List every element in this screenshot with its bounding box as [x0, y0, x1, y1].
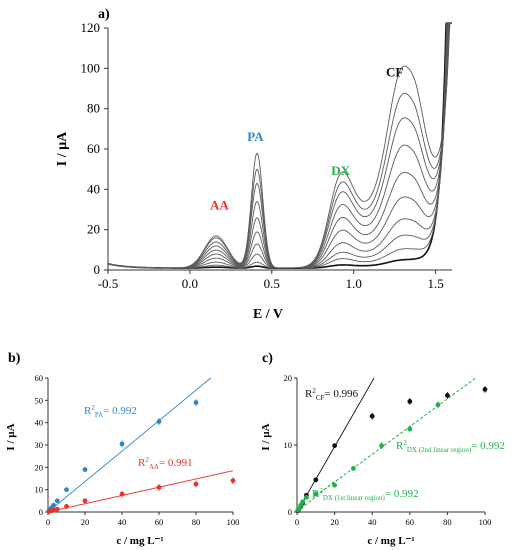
chart-b-point-pa: [64, 487, 69, 493]
chart-b-fit-pa: [47, 377, 212, 513]
chart-c-xtick-label: 0: [295, 517, 299, 527]
annotation-CF: CF: [386, 64, 403, 79]
chart-a-ytick-label: 80: [87, 101, 100, 116]
chart-b-xtick-label: 80: [192, 517, 201, 527]
r2-label-dx-2nd: R2DX (2nd linear region)= 0.992: [396, 439, 505, 454]
chart-b-ytick-label: 60: [35, 373, 44, 383]
chart-c-point-cf: [332, 443, 337, 449]
chart-b-point-aa: [119, 491, 125, 497]
chart-b-ytick-label: 40: [35, 418, 44, 428]
annotation-AA: AA: [210, 198, 229, 213]
voltammogram-curve: [107, 22, 452, 269]
chart-c-point-cf: [407, 399, 413, 404]
voltammogram-curve: [107, 22, 452, 269]
chart-b-point-aa: [230, 478, 236, 484]
voltammogram-curve: [107, 22, 452, 269]
chart-c-point-dx: [304, 494, 309, 500]
panel-label-b: b): [8, 351, 21, 366]
r2-label-dx-1st: R2DX (1st linear region)= 0.992: [312, 487, 419, 502]
chart-c-ytick-label: 10: [284, 440, 293, 450]
chart-c-xtick-label: 20: [330, 517, 339, 527]
panel-label-c: c): [262, 351, 273, 366]
r2-label-aa: R2AA= 0.991: [138, 456, 193, 471]
chart-b-point-aa: [156, 485, 162, 490]
chart-b-point-aa: [54, 506, 60, 512]
chart-b-xtick-label: 20: [81, 517, 90, 527]
chart-a-xlabel: E / V: [253, 307, 283, 322]
chart-c-ytick-label: 0: [288, 507, 292, 517]
chart-a-ylabel: I / µA: [55, 131, 70, 166]
chart-a-xtick-label: -0.5: [98, 276, 119, 291]
voltammogram-curve: [107, 22, 452, 269]
chart-c-xtick-label: 80: [443, 517, 452, 527]
chart-c-fit-dx-2: [315, 377, 476, 497]
chart-a-xtick-label: 0.5: [264, 276, 280, 291]
chart-b: 0 20 40 60 80 100 0 10 20 30 40 50 60 c / mg L⁻¹ I /…: [5, 373, 239, 547]
r2-label-pa: R2PA= 0.992: [84, 404, 137, 419]
chart-a-xtick-label: 1.5: [427, 276, 443, 291]
chart-b-point-pa: [119, 441, 125, 447]
chart-c-point-dx: [300, 499, 306, 505]
chart-c-xtick-label: 100: [479, 517, 492, 527]
chart-b-ytick-label: 30: [35, 440, 44, 450]
chart-b-ylabel: I / µA: [5, 423, 17, 450]
chart-c-point-dx: [351, 466, 356, 471]
chart-b-xlabel: c / mg L⁻¹: [116, 535, 163, 547]
chart-a: -0.5 0.0 0.5 1.0 1.5 0 20 40 60 80 100 120 E / V I …: [55, 20, 452, 322]
chart-c-point-dx: [332, 482, 337, 488]
chart-b-fit-aa: [47, 470, 234, 513]
chart-a-ytick-label: 100: [81, 60, 101, 75]
chart-a-ytick-label: 20: [87, 222, 100, 237]
chart-b-xtick-label: 0: [46, 517, 50, 527]
chart-c-point-dx: [435, 402, 441, 408]
chart-b-point-pa: [54, 498, 60, 504]
chart-b-xtick-label: 60: [155, 517, 164, 527]
chart-c-xtick-label: 40: [368, 517, 377, 527]
chart-a-xtick-label: 0.0: [182, 276, 198, 291]
chart-c-ytick-label: 20: [284, 373, 293, 383]
chart-c-xlabel: c / mg L⁻¹: [367, 535, 414, 547]
chart-b-xtick-label: 40: [118, 517, 127, 527]
chart-c-point-dx: [407, 426, 413, 432]
chart-c-point-cf: [313, 477, 319, 483]
voltammogram-curve: [107, 22, 452, 269]
voltammogram-curve: [107, 22, 452, 269]
chart-a-ytick-label: 0: [94, 262, 101, 277]
chart-b-point-aa: [82, 498, 88, 504]
chart-a-ytick-label: 40: [87, 181, 100, 196]
chart-c-point-cf: [369, 413, 375, 419]
chart-b-ytick-label: 10: [35, 485, 44, 495]
chart-c-point-cf: [482, 386, 488, 392]
chart-b-ytick-label: 0: [39, 507, 43, 517]
chart-a-xtick-label: 1.0: [346, 276, 362, 291]
chart-c: 0 20 40 60 80 100 0 10 20 c / mg L⁻¹ I / µA R2CF…: [260, 373, 505, 547]
chart-c-point-cf: [445, 393, 450, 398]
chart-b-point-aa: [51, 507, 56, 513]
chart-b-point-aa: [193, 481, 199, 487]
chart-c-point-dx: [379, 443, 384, 449]
chart-c-xtick-label: 60: [406, 517, 415, 527]
chart-b-xtick-label: 100: [227, 517, 240, 527]
voltammogram-curve: [107, 22, 452, 269]
chart-b-point-pa: [51, 502, 56, 508]
annotation-PA: PA: [247, 129, 264, 144]
chart-a-ytick-label: 120: [81, 20, 101, 35]
chart-b-point-aa: [64, 504, 69, 509]
panel-label-a: a): [98, 7, 110, 22]
chart-a-ytick-label: 60: [87, 141, 100, 156]
chart-b-ytick-label: 20: [35, 462, 44, 472]
chart-b-point-pa: [156, 419, 162, 424]
annotation-DX: DX: [331, 163, 350, 178]
r2-label-cf: R2CF= 0.996: [305, 387, 359, 402]
chart-c-ylabel: I / µA: [260, 423, 272, 450]
voltammogram-curve: [107, 22, 452, 269]
chart-b-ytick-label: 50: [35, 395, 44, 405]
chart-b-point-pa: [193, 400, 199, 405]
chart-b-point-pa: [82, 467, 88, 472]
chart-c-point-dx: [313, 491, 319, 497]
voltammogram-curve: [107, 22, 452, 269]
voltammogram-curve: [107, 22, 452, 269]
